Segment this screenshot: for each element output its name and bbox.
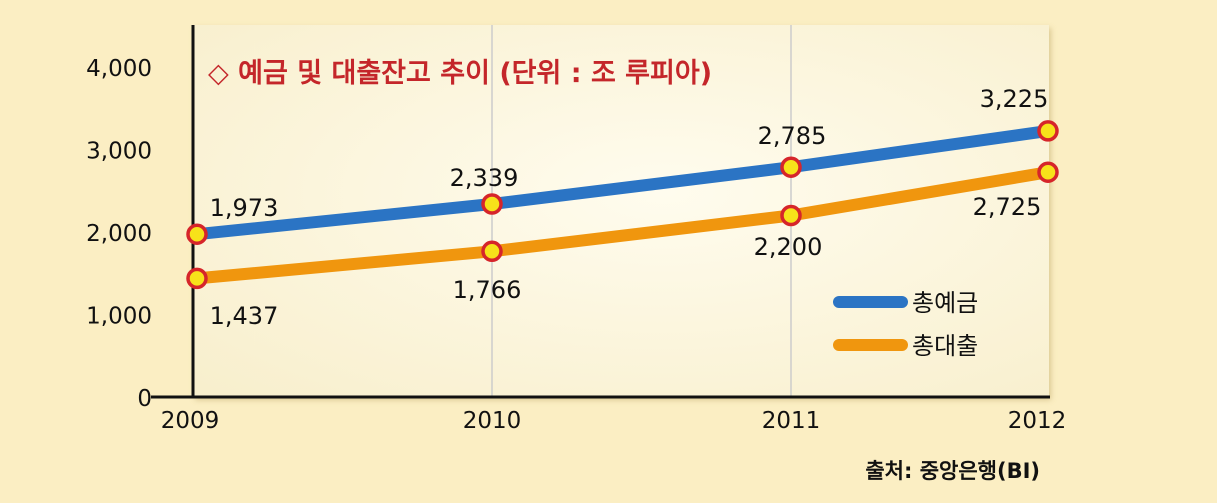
- data-point-loans: [186, 267, 208, 290]
- axes: 0 1,000 2,000 3,000 4,000 2009 2010 2011 2012: [86, 25, 1066, 434]
- legend-label-loans: 총대출: [912, 332, 978, 360]
- series-lines: [191, 124, 1054, 285]
- x-tick-label: 2010: [463, 408, 522, 434]
- data-point-deposits: [186, 223, 208, 245]
- chart-title: ◇ 예금 및 대출잔고 추이 (단위 : 조 루피아): [208, 58, 712, 89]
- data-label-loans: 1,766: [453, 276, 522, 304]
- series-line-deposits: [191, 124, 1054, 241]
- y-tick-label: 4,000: [86, 56, 152, 82]
- series-line-loans: [191, 166, 1054, 285]
- plot-area: [193, 25, 1049, 397]
- data-point-deposits: [1037, 120, 1059, 142]
- x-tick-label: 2011: [762, 408, 821, 434]
- data-label-deposits: 3,225: [980, 85, 1049, 113]
- data-point-loans: [1037, 161, 1059, 183]
- data-point-loans: [481, 240, 503, 263]
- y-tick-label: 3,000: [86, 139, 152, 165]
- y-tick-label: 2,000: [86, 221, 152, 247]
- legend: 총예금 총대출: [833, 289, 978, 360]
- data-point-loans: [780, 204, 802, 227]
- data-label-deposits: 2,339: [450, 164, 519, 192]
- x-tick-label: 2012: [1008, 408, 1067, 434]
- data-point-deposits: [780, 156, 802, 178]
- data-label-loans: 2,725: [973, 193, 1042, 221]
- data-label-deposits: 2,785: [758, 122, 827, 150]
- y-tick-label: 0: [137, 386, 152, 412]
- y-tick-label: 1,000: [86, 304, 152, 330]
- data-markers: [186, 120, 1059, 290]
- data-point-deposits: [481, 193, 503, 215]
- legend-label-deposits: 총예금: [912, 289, 978, 317]
- data-labels: 1,973 2,339 2,785 3,225 1,437 1,766 2,200 2,725: [210, 85, 1049, 330]
- data-label-loans: 1,437: [210, 302, 279, 330]
- data-label-loans: 2,200: [754, 233, 823, 261]
- source-note: 출처: 중앙은행(BI): [865, 459, 1040, 483]
- x-tick-label: 2009: [161, 408, 220, 434]
- data-label-deposits: 1,973: [210, 194, 279, 222]
